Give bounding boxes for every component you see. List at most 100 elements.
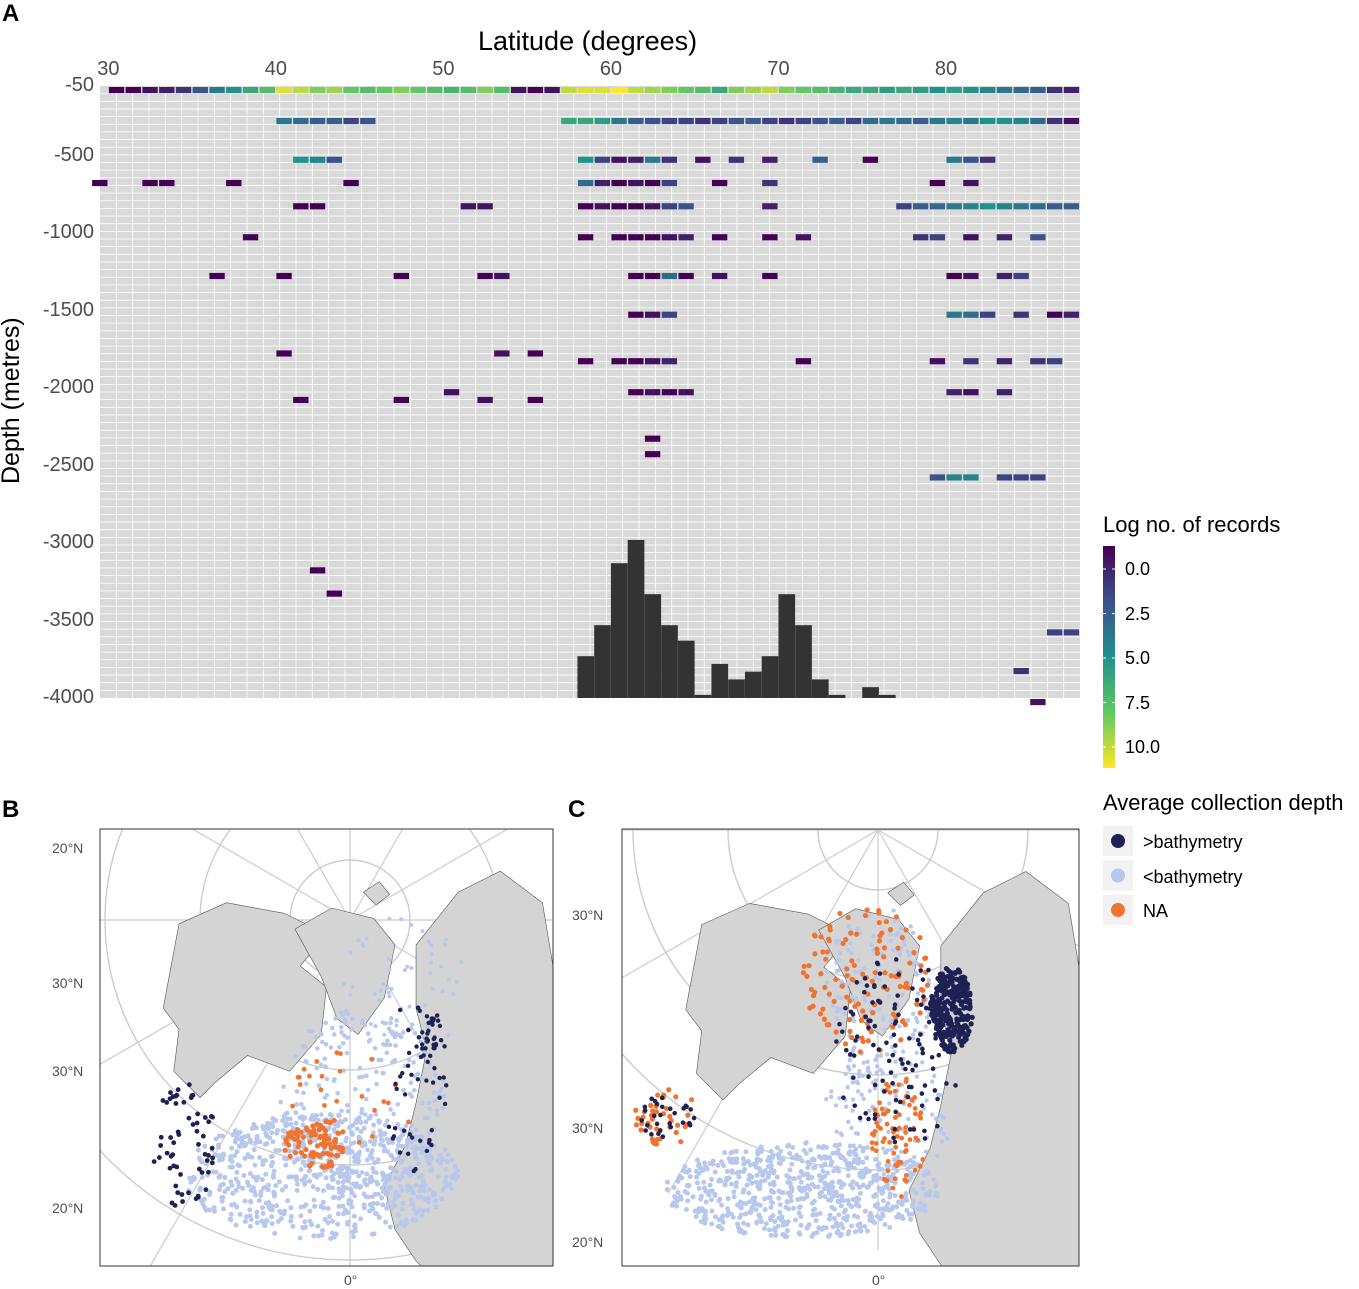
heatmap-cell xyxy=(845,117,862,125)
y-tick-label: -2000 xyxy=(42,376,94,399)
land-greenland xyxy=(294,907,396,1035)
map-b xyxy=(99,828,554,1267)
occurrence-points xyxy=(151,916,464,1241)
heatmap-cell xyxy=(963,358,979,365)
x-tick-label: 40 xyxy=(264,58,288,80)
heatmap-cell xyxy=(795,87,812,94)
heatmap-cell xyxy=(896,87,912,94)
map-b-lon-label: 0° xyxy=(344,1272,358,1288)
heatmap-cell xyxy=(963,272,979,280)
heatmap-cell xyxy=(929,117,946,125)
bathymetry-bar xyxy=(594,625,611,698)
heatmap-cell xyxy=(678,389,694,396)
heatmap-cell xyxy=(678,87,694,94)
map-c-lon-label: 0° xyxy=(872,1272,886,1288)
colorbar xyxy=(1103,546,1115,768)
heatmap-cell xyxy=(1030,234,1046,241)
heatmap-cell xyxy=(1013,474,1029,481)
heatmap-cell xyxy=(762,203,778,210)
heatmap-cell xyxy=(527,87,544,94)
heatmap-cell xyxy=(661,272,678,280)
heatmap-cell xyxy=(209,272,225,280)
heatmap-cell xyxy=(929,203,946,210)
heatmap-cell xyxy=(912,87,929,94)
heatmap-cell xyxy=(644,87,661,94)
bathymetry-bar xyxy=(795,625,812,698)
heatmap-cell xyxy=(745,87,761,94)
heatmap-cell xyxy=(259,87,275,94)
heatmap-cell xyxy=(326,117,342,125)
bathymetry-bar xyxy=(610,563,628,698)
heatmap-cell xyxy=(963,474,979,481)
heatmap-cell xyxy=(711,272,728,280)
heatmap-cell xyxy=(661,87,678,94)
heatmap-cell xyxy=(628,272,644,280)
heatmap-cell xyxy=(1046,117,1063,125)
heatmap-cell xyxy=(309,203,326,210)
y-tick-label: -3000 xyxy=(42,531,94,554)
heatmap-cell xyxy=(661,389,678,396)
heatmap-cell xyxy=(996,234,1013,241)
map-b-lat-label-4: 20°N xyxy=(52,1200,84,1216)
y-tick-label: -500 xyxy=(53,143,94,166)
heatmap-cell xyxy=(276,117,292,125)
y-tick-label: -4000 xyxy=(42,686,94,708)
heatmap-cell xyxy=(963,117,979,125)
heatmap-cell xyxy=(561,87,577,94)
heatmap-cell xyxy=(1063,87,1080,94)
bathymetry-bar xyxy=(761,656,779,698)
heatmap-cell xyxy=(276,87,292,94)
heatmap-cell xyxy=(728,117,745,125)
heatmap-cell xyxy=(812,156,828,163)
heatmap-cell xyxy=(728,87,745,94)
heatmap-cell xyxy=(762,272,778,280)
heatmap-cell xyxy=(678,117,694,125)
bathymetry-bar xyxy=(811,679,829,698)
heatmap-cell xyxy=(644,358,661,365)
heatmap-cell xyxy=(192,87,208,94)
colorbar-legend-title: Log no. of records xyxy=(1103,512,1281,537)
heatmap-cell xyxy=(929,358,946,365)
heatmap-cell xyxy=(912,203,929,210)
legend-key-dot xyxy=(1111,868,1125,883)
heatmap-cell xyxy=(979,117,996,125)
colorbar-tick-label: 5.0 xyxy=(1125,648,1151,668)
legend-key-dot xyxy=(1111,834,1125,848)
heatmap-cell xyxy=(393,87,409,94)
heatmap-cell xyxy=(577,156,594,163)
bathymetry-bar xyxy=(878,694,896,698)
heatmap-cell xyxy=(1030,87,1046,94)
heatmap-cell xyxy=(477,396,493,404)
heatmap-cell xyxy=(1013,311,1029,318)
heatmap-cell xyxy=(276,272,292,280)
heatmap-cell xyxy=(946,311,962,318)
heatmap-cell xyxy=(644,451,661,458)
heatmap-cell xyxy=(1030,358,1046,365)
heatmap-cell xyxy=(577,203,594,210)
heatmap-cell xyxy=(343,179,359,187)
heatmap-cell xyxy=(829,87,845,94)
heatmap-cell xyxy=(142,87,158,94)
map-c-lat-label-3: 20°N xyxy=(572,1234,604,1250)
heatmap-cell xyxy=(762,179,778,187)
heatmap-cell xyxy=(996,389,1013,396)
heatmap-cell xyxy=(644,179,661,187)
heatmap-cell xyxy=(443,87,460,94)
heatmap-cell xyxy=(862,156,879,163)
heatmap-cell xyxy=(309,117,326,125)
heatmap-cell xyxy=(527,396,544,404)
bathymetry-bar xyxy=(677,640,695,698)
heatmap-cell xyxy=(762,117,778,125)
heatmap-cell xyxy=(561,117,577,125)
bathymetry-bar xyxy=(694,694,712,698)
heatmap-cell xyxy=(628,117,644,125)
heatmap-cell xyxy=(1030,203,1046,210)
heatmap-cell xyxy=(661,117,678,125)
heatmap-cell xyxy=(946,203,962,210)
heatmap-cell xyxy=(611,203,627,210)
heatmap-cell xyxy=(326,87,342,94)
heatmap-cell xyxy=(678,272,694,280)
panel-label-a: A xyxy=(2,0,20,27)
colorbar-tick-label: 0.0 xyxy=(1125,559,1151,579)
heatmap-cell xyxy=(611,117,627,125)
